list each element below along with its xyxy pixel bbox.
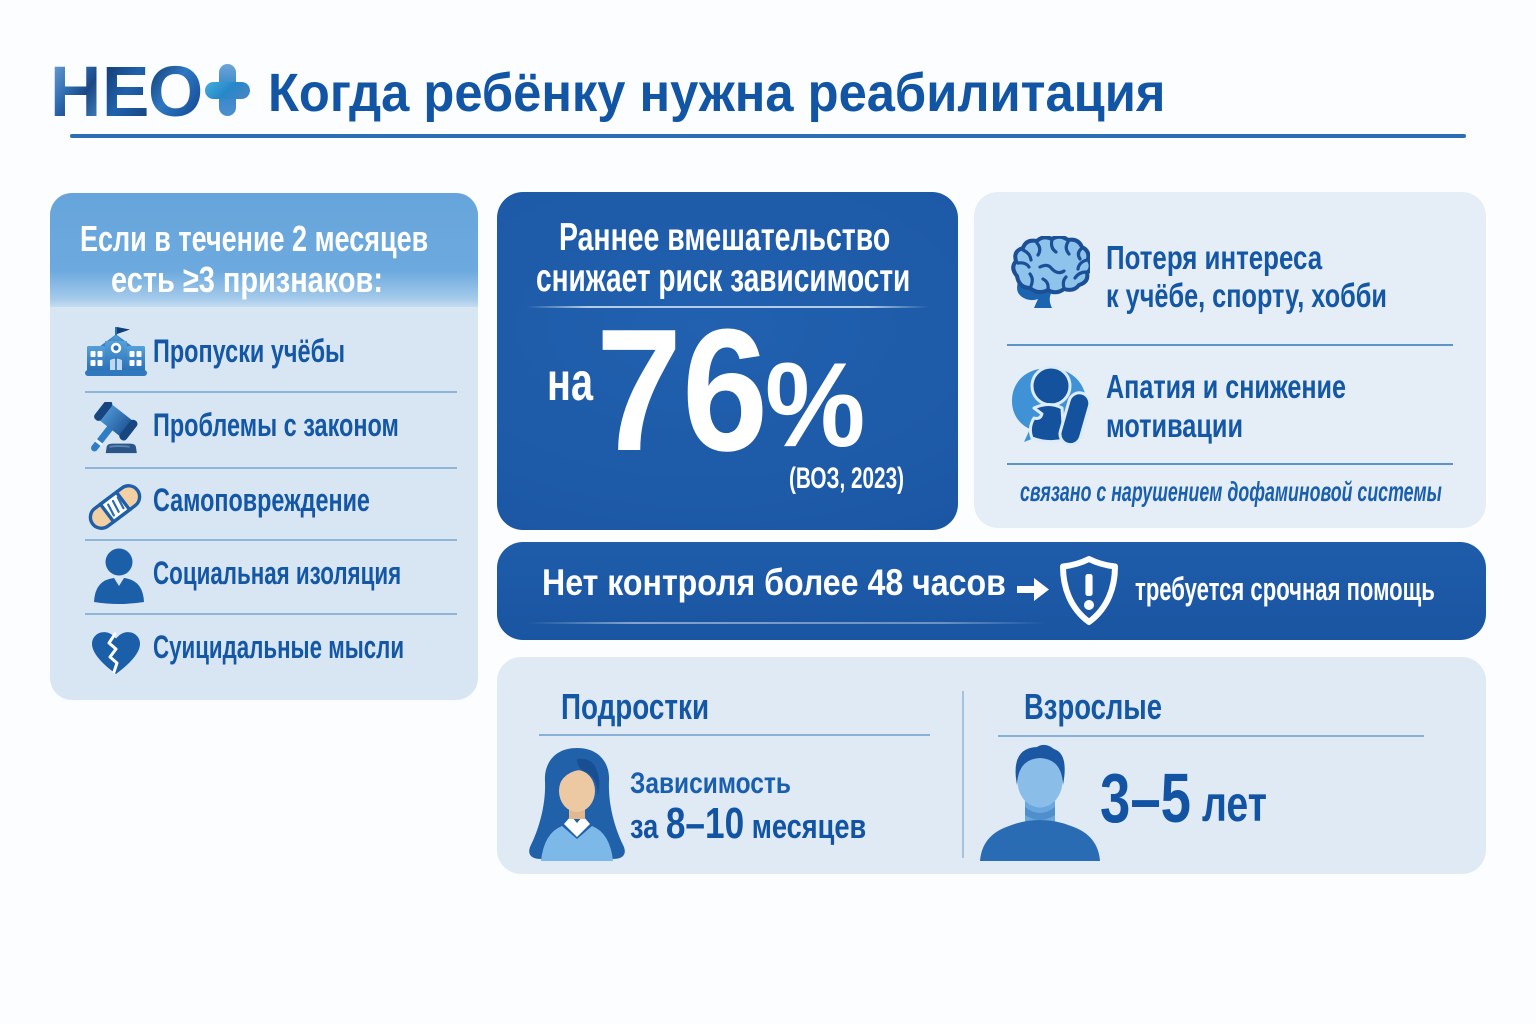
svg-text:Н: Н [52, 58, 101, 118]
svg-text:Е: Е [102, 58, 149, 118]
svg-text:О: О [148, 58, 203, 118]
